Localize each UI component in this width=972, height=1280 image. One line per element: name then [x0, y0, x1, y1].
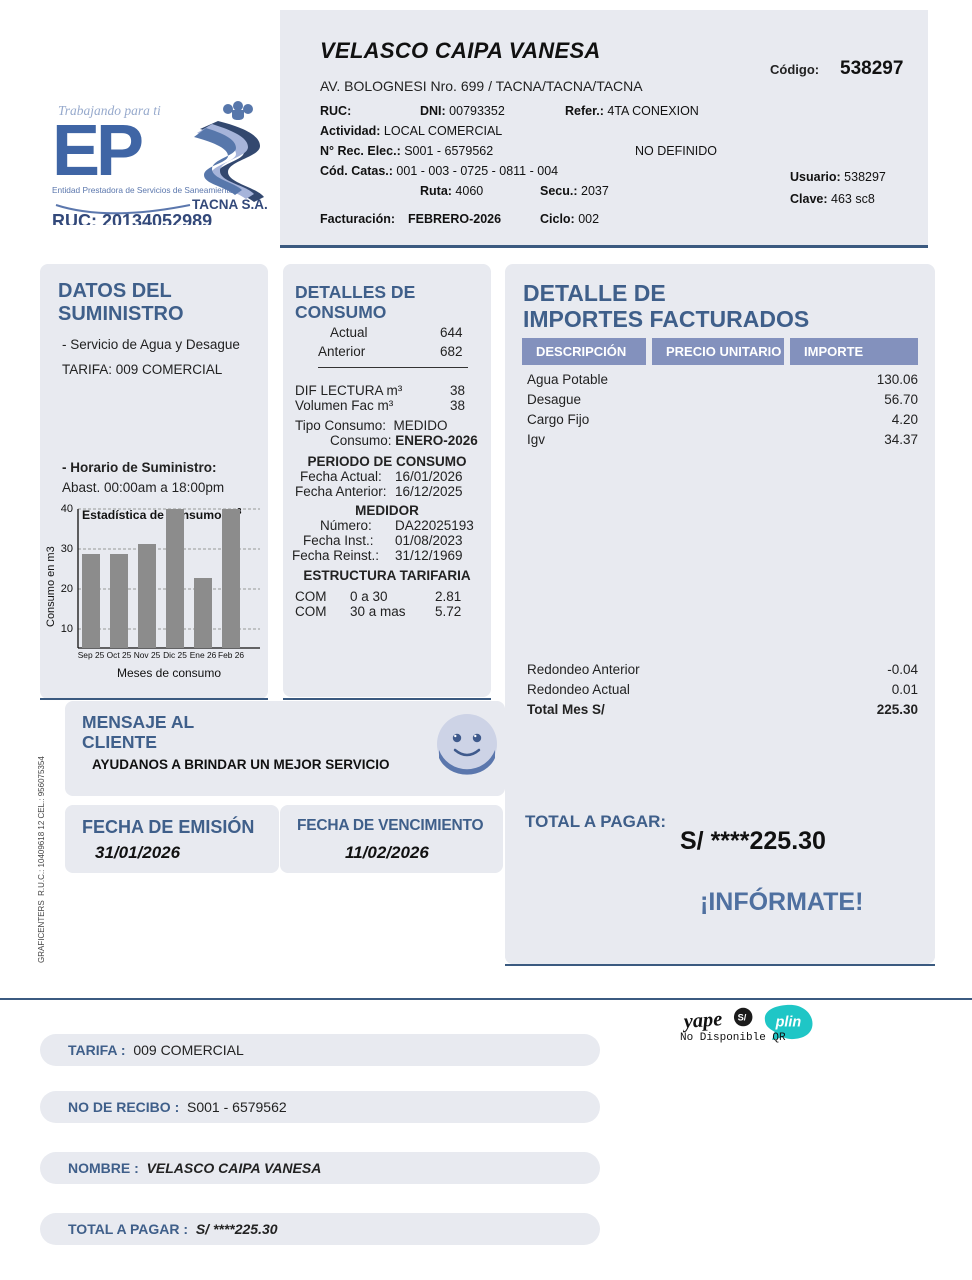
svg-text:Consumo en m3: Consumo en m3	[45, 546, 57, 627]
svg-text:Sep 25: Sep 25	[78, 650, 105, 660]
svg-text:10: 10	[61, 623, 73, 635]
svg-text:TACNA S.A.: TACNA S.A.	[192, 197, 268, 212]
svg-text:EP: EP	[52, 111, 142, 191]
svg-text:S/: S/	[738, 1013, 747, 1023]
svg-text:Oct 25: Oct 25	[107, 650, 132, 660]
svg-text:Dic 25: Dic 25	[163, 650, 187, 660]
svg-text:20: 20	[61, 583, 73, 595]
svg-text:40: 40	[61, 503, 73, 515]
svg-text:30: 30	[61, 543, 73, 555]
svg-text:yape: yape	[683, 1008, 723, 1033]
svg-text:Estadística de consumo m: Estadística de consumo m	[82, 508, 236, 522]
svg-text:Nov 25: Nov 25	[134, 650, 161, 660]
svg-text:Meses de consumo: Meses de consumo	[117, 666, 221, 680]
svg-text:Ene 26: Ene 26	[190, 650, 217, 660]
svg-text:plin: plin	[775, 1015, 802, 1031]
svg-text:Entidad Prestadora de Servicio: Entidad Prestadora de Servicios de Sanea…	[52, 185, 234, 195]
svg-text:Feb 26: Feb 26	[218, 650, 244, 660]
svg-text:RUC: 20134052989: RUC: 20134052989	[52, 211, 212, 225]
